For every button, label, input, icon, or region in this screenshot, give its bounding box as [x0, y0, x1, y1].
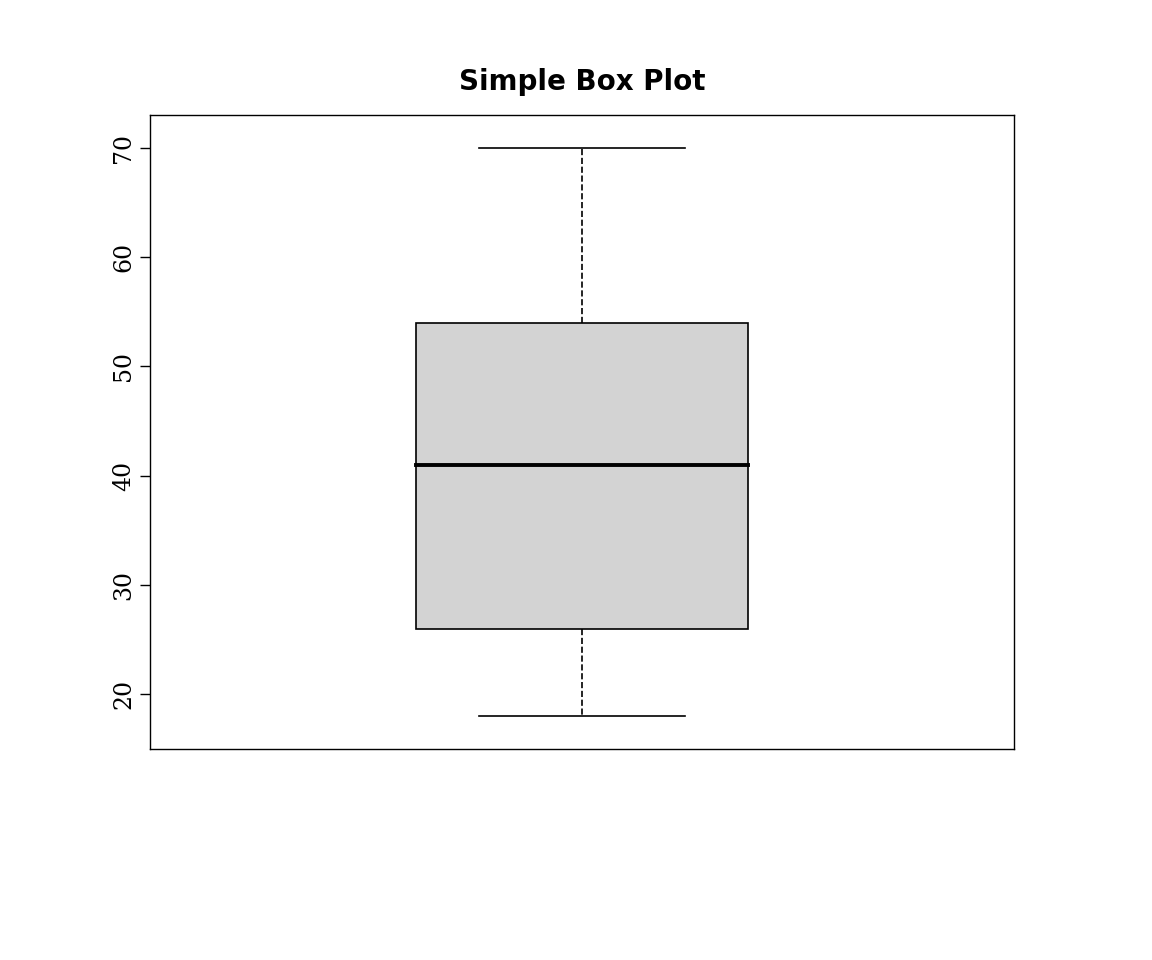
Title: Simple Box Plot: Simple Box Plot	[458, 68, 705, 96]
FancyBboxPatch shape	[416, 323, 748, 629]
